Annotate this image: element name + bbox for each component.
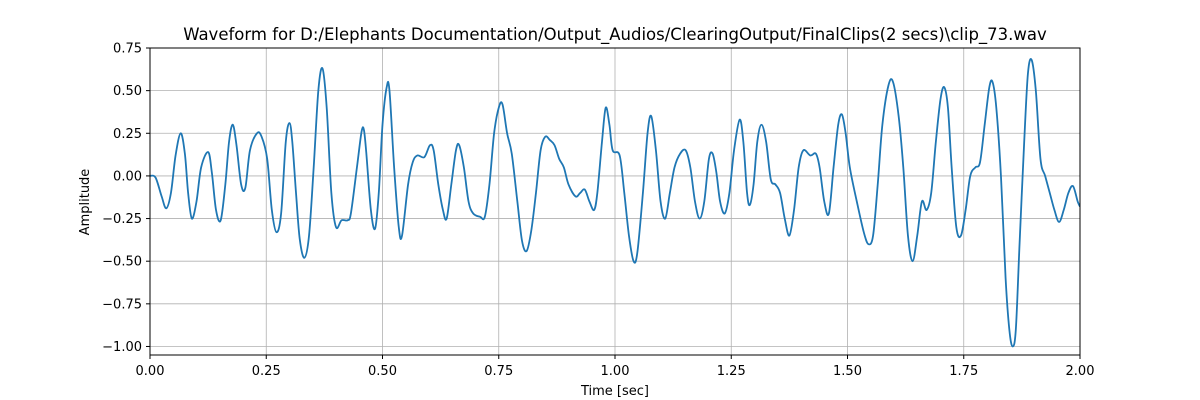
x-tick-label: 0.25 [252,364,281,379]
y-tick-label: 0.75 [113,42,142,57]
x-axis-label: Time [sec] [580,384,649,399]
x-tick-label: 0.00 [136,364,165,379]
y-tick-label: −1.00 [102,340,142,355]
chart-title: Waveform for D:/Elephants Documentation/… [183,25,1047,45]
y-tick-label: 0.00 [113,169,142,184]
x-tick-label: 0.75 [484,364,513,379]
y-axis-ticks: 0.75 0.50 0.25 0.00 −0.25 −0.50 −0.75 −1.00 [102,42,150,355]
y-tick-label: 0.25 [113,127,142,142]
y-tick-label: 0.50 [113,84,142,99]
y-axis-label: Amplitude [78,169,93,236]
x-tick-label: 0.50 [368,364,397,379]
x-tick-label: 1.00 [601,364,630,379]
waveform-series-line [150,58,1080,348]
y-tick-label: −0.50 [102,255,142,270]
y-tick-label: −0.75 [102,297,142,312]
x-tick-label: 2.00 [1066,364,1095,379]
x-tick-label: 1.75 [949,364,978,379]
x-tick-label: 1.25 [717,364,746,379]
y-tick-label: −0.25 [102,212,142,227]
x-axis-ticks: 0.00 0.25 0.50 0.75 1.00 1.25 1.50 1.75 2.00 [136,355,1095,379]
x-tick-label: 1.50 [833,364,862,379]
